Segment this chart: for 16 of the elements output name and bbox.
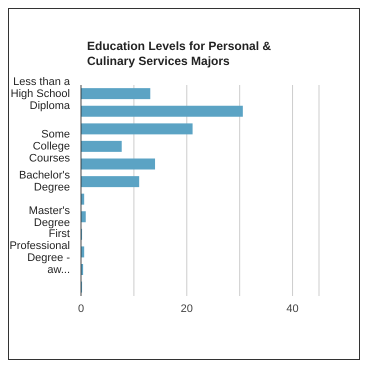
y-tick-label: Some College Courses [29,128,70,165]
bar [81,158,156,170]
bar [81,106,243,117]
y-tick-label: First Professional Degree - aw... [9,228,70,276]
bar [81,123,193,134]
x-tick-label: 40 [286,302,299,315]
x-tick-label: 20 [180,302,193,315]
x-tick-label: 0 [78,302,84,315]
y-tick-label: Less than a High School Diploma [10,76,71,112]
y-tick-label: Master's Degree [28,204,70,229]
chart-title: Education Levels for Personal & Culinary Services Majors [87,39,272,69]
bar [81,211,86,222]
bar [81,88,150,100]
y-tick-label: Bachelor's Degree [18,170,70,194]
bar [81,140,122,152]
bar [81,176,140,188]
